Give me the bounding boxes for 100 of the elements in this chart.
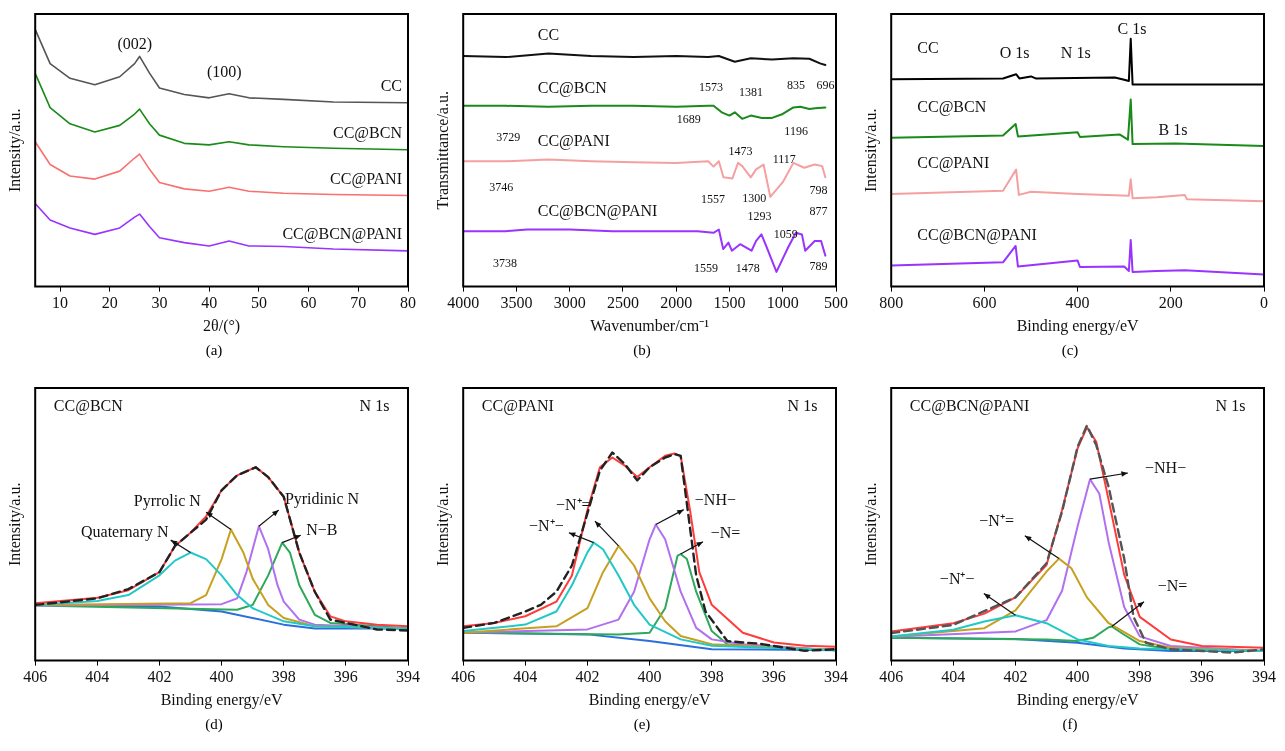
x-axis-title: Wavenumber/cm⁻¹: [590, 316, 710, 334]
series-label: CC@BCN: [917, 97, 987, 116]
x-axis-title: 2θ/(°): [203, 316, 241, 335]
annotation: 1559: [693, 260, 718, 275]
x-tick-label: 2500: [606, 294, 639, 312]
text: CC@BCN: [53, 397, 124, 416]
annotation: 798: [809, 182, 828, 197]
text: −NH−: [1145, 459, 1187, 477]
series-label: CC@BCN: [537, 78, 608, 97]
series-label: N−B: [306, 520, 338, 538]
x-tick-label: 3000: [553, 294, 586, 312]
y-axis-title: Intensity/a.u.: [5, 482, 24, 567]
x-tick-label: 404: [941, 668, 966, 686]
text: (d): [204, 716, 224, 733]
series-label: Quaternary N: [81, 522, 169, 541]
text: C 1s: [1117, 19, 1147, 37]
x-tick-label: 80: [400, 294, 416, 312]
series-label: CC@BCN@PANI: [537, 201, 658, 220]
series-label: CC@PANI: [330, 169, 402, 188]
series-label: CC@BCN@PANI: [917, 225, 1037, 244]
annotation: 1300: [742, 190, 767, 205]
x-tick-label: 404: [513, 668, 538, 686]
text: N 1s: [1215, 397, 1246, 415]
x-tick-label: 400: [1065, 668, 1090, 686]
y-axis-title: Intensity/a.u.: [5, 108, 24, 193]
x-tick-label: 20: [101, 294, 118, 312]
annotation: 1689: [676, 111, 701, 126]
y-axis-title: Intensity/a.u.: [433, 482, 452, 567]
text: Pyrrolic N: [133, 491, 202, 510]
x-tick-label: 394: [396, 668, 420, 686]
x-tick-label: 10: [52, 294, 69, 312]
annotation: 3738: [492, 255, 517, 270]
series-label: CC@PANI: [917, 153, 990, 172]
x-tick-label: 398: [1127, 668, 1152, 686]
x-tick-label: 600: [972, 294, 997, 312]
annotation: 1117: [772, 151, 796, 166]
x-tick-label: 200: [1158, 294, 1183, 312]
annotation: 877: [809, 203, 828, 218]
series-label: CC@PANI: [537, 131, 610, 150]
x-tick-label: 402: [1003, 668, 1028, 686]
annotation: O 1s: [999, 44, 1030, 62]
x-tick-label: 396: [1189, 668, 1214, 686]
annotation: 3729: [496, 130, 521, 145]
x-tick-label: 2000: [660, 294, 693, 312]
annotation: 1473: [728, 143, 753, 158]
x-tick-label: 398: [699, 668, 724, 686]
annotation: B 1s: [1158, 120, 1188, 138]
x-tick-label: 406: [879, 668, 904, 686]
x-tick-label: 406: [23, 668, 48, 686]
text: (e): [632, 716, 652, 733]
x-tick-label: 60: [300, 294, 317, 312]
annotation: 1557: [700, 192, 725, 207]
x-tick-label: 1500: [713, 294, 746, 312]
text: N 1s: [359, 397, 390, 415]
annotation: 789: [809, 259, 828, 274]
annotation: 1293: [747, 208, 772, 223]
text: Pyridinic N: [284, 490, 360, 509]
x-tick-label: 400: [209, 668, 234, 686]
x-tick-label: 1000: [766, 294, 799, 312]
series-label: −N=: [710, 524, 741, 542]
text: (c): [1060, 342, 1080, 359]
x-axis-title: Binding energy/eV: [160, 690, 283, 709]
text: (f): [1061, 716, 1079, 733]
text: (b): [632, 342, 652, 359]
annotation: 1059: [773, 226, 798, 241]
annotation: 1573: [699, 80, 724, 95]
annotation: 835: [787, 78, 806, 93]
text: −N⁺=: [979, 511, 1014, 529]
x-tick-label: 800: [879, 294, 904, 312]
x-tick-label: 402: [575, 668, 600, 686]
x-tick-label: 4000: [447, 294, 480, 312]
x-tick-label: 3500: [500, 294, 533, 312]
series-label: CC: [380, 76, 402, 94]
annotation: 1381: [739, 84, 763, 99]
annotation: 696: [816, 78, 835, 93]
annotation: (100): [206, 63, 242, 82]
series-label: CC: [537, 25, 560, 43]
text: −N⁺−: [939, 570, 975, 588]
x-tick-label: 0: [1260, 294, 1268, 312]
x-tick-label: 394: [824, 668, 848, 686]
x-tick-label: 396: [761, 668, 786, 686]
y-axis-title: Intensity/a.u.: [861, 482, 880, 567]
x-tick-label: 500: [824, 294, 848, 312]
y-axis-title: Intensity/a.u.: [861, 108, 880, 193]
text: CC@PANI: [481, 397, 554, 416]
x-tick-label: 398: [271, 668, 296, 686]
x-axis-title: Binding energy/eV: [1016, 690, 1139, 709]
x-tick-label: 396: [333, 668, 358, 686]
x-tick-label: 30: [151, 294, 168, 312]
series-label: CC: [917, 39, 939, 57]
text: −N=: [1157, 576, 1188, 594]
x-tick-label: 406: [451, 668, 476, 686]
x-tick-label: 70: [350, 294, 367, 312]
annotation: (002): [117, 35, 153, 54]
series-label: CC@BCN@PANI: [282, 224, 402, 243]
x-tick-label: 404: [85, 668, 110, 686]
series-label: −N⁺−: [529, 516, 564, 534]
annotation: 3746: [489, 180, 514, 195]
x-tick-label: 50: [250, 294, 267, 312]
text: (a): [204, 342, 224, 359]
